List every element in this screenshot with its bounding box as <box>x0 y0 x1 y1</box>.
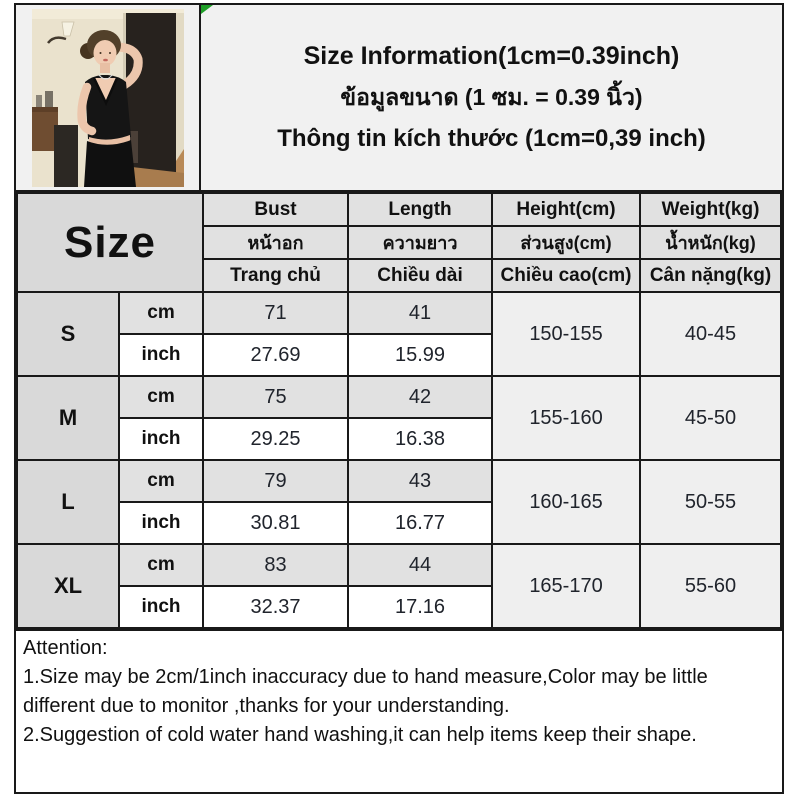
bust-inch-s: 27.69 <box>202 333 350 377</box>
weight-l: 50-55 <box>639 459 782 545</box>
table-row-xl-inch: inch 32.37 17.16 <box>17 585 781 629</box>
col-header-height-vi: Chiều cao(cm) <box>491 258 642 293</box>
bust-inch-m: 29.25 <box>202 417 350 461</box>
size-table: Size Bust Length Height(cm) Weight(kg) ห… <box>15 192 782 629</box>
unit-label-inch: inch <box>117 585 205 629</box>
unit-label-cm: cm <box>117 543 205 587</box>
bust-inch-l: 30.81 <box>202 501 350 545</box>
length-cm-l: 43 <box>347 459 494 503</box>
length-inch-m: 16.38 <box>347 417 494 461</box>
size-label-xl: XL <box>16 543 120 629</box>
attention-heading: Attention: <box>23 637 108 659</box>
unit-label-inch: inch <box>117 501 205 545</box>
col-header-height-th: ส่วนสูง(cm) <box>491 225 642 260</box>
attention-section: Attention: 1.Size may be 2cm/1inch inacc… <box>16 629 782 792</box>
col-header-length-vi: Chiều dài <box>347 258 494 293</box>
weight-m: 45-50 <box>639 375 782 461</box>
table-row-m-cm: M cm 75 42 155-160 45-50 <box>16 375 782 461</box>
bust-inch-xl: 32.37 <box>202 585 350 629</box>
unit-label-cm: cm <box>117 459 205 503</box>
col-header-bust-th: หน้าอก <box>202 225 350 260</box>
unit-label-inch: inch <box>117 333 205 377</box>
product-photo <box>31 8 184 187</box>
table-row-xl-cm: XL cm 83 44 165-170 55-60 <box>16 543 782 629</box>
top-section: Size Information(1cm=0.39inch) ข้อมูลขนา… <box>16 5 782 192</box>
col-header-length-th: ความยาว <box>347 225 494 260</box>
height-l: 160-165 <box>491 459 642 545</box>
col-header-height-en: Height(cm) <box>491 192 642 227</box>
size-label-m: M <box>16 375 120 461</box>
title-vietnamese: Thông tin kích thước (1cm=0,39 inch) <box>277 125 706 152</box>
header-row-english: Size Bust Length Height(cm) Weight(kg) <box>15 192 782 293</box>
length-inch-l: 16.77 <box>347 501 494 545</box>
unit-label-cm: cm <box>117 375 205 419</box>
table-row-l-cm: L cm 79 43 160-165 50-55 <box>16 459 782 545</box>
length-cm-m: 42 <box>347 375 494 419</box>
col-header-weight-vi: Cân nặng(kg) <box>639 258 782 293</box>
title-thai: ข้อมูลขนาด (1 ซม. = 0.39 นิ้ว) <box>340 84 643 110</box>
size-header-cell: Size <box>15 192 205 293</box>
length-cm-xl: 44 <box>347 543 494 587</box>
size-chart-panel: Size Information(1cm=0.39inch) ข้อมูลขนา… <box>14 3 784 794</box>
bust-cm-m: 75 <box>202 375 350 419</box>
unit-label-inch: inch <box>117 417 205 461</box>
length-cm-s: 41 <box>347 291 494 335</box>
bust-cm-l: 79 <box>202 459 350 503</box>
length-inch-s: 15.99 <box>347 333 494 377</box>
size-label-s: S <box>16 291 120 377</box>
height-m: 155-160 <box>491 375 642 461</box>
table-row-l-inch: inch 30.81 16.77 <box>17 501 781 545</box>
size-label-l: L <box>16 459 120 545</box>
weight-xl: 55-60 <box>639 543 782 629</box>
col-header-bust-vi: Trang chủ <box>202 258 350 293</box>
col-header-weight-en: Weight(kg) <box>639 192 782 227</box>
title-block: Size Information(1cm=0.39inch) ข้อมูลขนา… <box>201 5 782 190</box>
table-row-s-cm: S cm 71 41 150-155 40-45 <box>16 291 782 377</box>
product-photo-cell <box>16 5 201 190</box>
table-row-m-inch: inch 29.25 16.38 <box>17 417 781 461</box>
height-s: 150-155 <box>491 291 642 377</box>
col-header-weight-th: น้ำหนัก(kg) <box>639 225 782 260</box>
weight-s: 40-45 <box>639 291 782 377</box>
attention-note-2: 2.Suggestion of cold water hand washing,… <box>23 724 697 746</box>
attention-note-1: 1.Size may be 2cm/1inch inaccuracy due t… <box>23 666 708 717</box>
bust-cm-s: 71 <box>202 291 350 335</box>
unit-label-cm: cm <box>117 291 205 335</box>
title-english: Size Information(1cm=0.39inch) <box>303 42 680 70</box>
header-row-vietnamese: Trang chủ Chiều dài Chiều cao(cm) Cân nặ… <box>17 258 782 293</box>
bust-cm-xl: 83 <box>202 543 350 587</box>
col-header-length-en: Length <box>347 192 494 227</box>
height-xl: 165-170 <box>491 543 642 629</box>
table-row-s-inch: inch 27.69 15.99 <box>17 333 781 377</box>
length-inch-xl: 17.16 <box>347 585 494 629</box>
col-header-bust-en: Bust <box>202 192 350 227</box>
green-corner-marker <box>201 5 213 14</box>
header-row-thai: หน้าอก ความยาว ส่วนสูง(cm) น้ำหนัก(kg) <box>17 225 782 260</box>
